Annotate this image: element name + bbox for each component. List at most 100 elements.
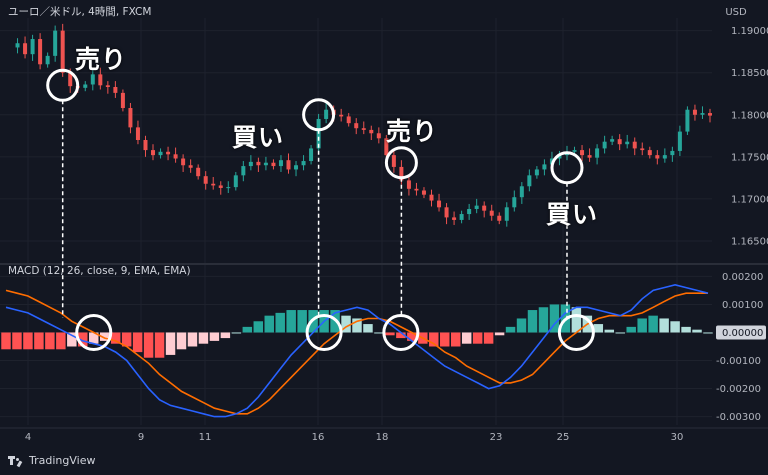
candle-body-up: [557, 155, 562, 159]
candle-body-up: [662, 155, 667, 159]
price-signal-circle: [302, 98, 336, 132]
candle-body-down: [203, 176, 208, 184]
macd-title: MACD (12, 26, close, 9, EMA, EMA): [8, 265, 191, 277]
macd-axis-tick: 0.00100: [722, 300, 763, 311]
macd-histogram-bar: [67, 332, 77, 347]
macd-histogram-bar: [648, 315, 658, 333]
candle-body-down: [173, 154, 178, 159]
macd-histogram-bar: [472, 332, 483, 344]
candle-body-up: [670, 150, 675, 156]
candle-body-down: [68, 72, 73, 87]
candle-body-down: [391, 155, 396, 167]
candle-body-down: [692, 109, 697, 115]
macd-histogram-bar: [198, 332, 209, 344]
candle-body-up: [324, 109, 329, 119]
macd-histogram-bar: [703, 332, 713, 334]
macd-histogram-bar: [143, 332, 154, 358]
price-signal-circle: [46, 68, 80, 102]
candle-body-down: [647, 150, 652, 156]
candle-body-up: [542, 164, 547, 170]
candle-body-down: [414, 188, 419, 191]
candle-body-down: [580, 150, 585, 156]
macd-histogram-bar: [429, 332, 439, 347]
candle-body-down: [444, 207, 449, 218]
macd-histogram-bar: [692, 329, 702, 333]
macd-histogram-bar: [45, 332, 55, 350]
macd-axis-tick: -0.00200: [716, 384, 761, 395]
macd-histogram-bar: [604, 329, 615, 333]
macd-current-value-badge: [716, 325, 766, 340]
candle-body-down: [617, 139, 622, 145]
macd-histogram-bar: [34, 332, 44, 350]
candle-body-down: [166, 151, 171, 155]
macd-histogram-bar: [626, 326, 636, 333]
buy-label-1: 買い: [232, 123, 285, 152]
candle-body-up: [572, 150, 577, 152]
macd-crossover-circle: [382, 313, 420, 351]
candle-body-up: [534, 169, 539, 176]
candle-body-up: [263, 162, 268, 166]
macd-axis-tick: -0.00100: [716, 356, 761, 367]
time-axis-tick: 18: [376, 432, 389, 443]
macd-histogram-bar: [461, 332, 472, 344]
candle-body-down: [271, 162, 276, 167]
candle-body-up: [602, 141, 607, 149]
macd-histogram-bar: [483, 332, 494, 344]
candle-body-up: [685, 109, 690, 132]
tradingview-logo-icon: [8, 455, 24, 468]
macd-histogram-bar: [297, 310, 307, 333]
candle-body-down: [361, 128, 366, 130]
brand-name: TradingView: [29, 454, 96, 467]
candle-body-down: [406, 180, 411, 189]
candle-body-down: [346, 116, 351, 124]
macd-histogram-bar: [659, 318, 669, 333]
candle-body-down: [339, 114, 344, 117]
price-signal-circle: [550, 151, 584, 185]
macd-histogram-bar: [615, 332, 625, 334]
candle-body-down: [218, 185, 223, 188]
candle-body-down: [369, 129, 374, 134]
candle-body-down: [188, 165, 193, 168]
candle-body-down: [286, 160, 291, 170]
time-axis-tick: 11: [199, 432, 212, 443]
macd-histogram-bar: [121, 332, 132, 347]
candle-body-up: [512, 197, 517, 208]
macd-crossover-circle: [305, 313, 343, 351]
candle-body-up: [527, 175, 532, 187]
price-axis-tick: 1.19000: [731, 26, 768, 37]
macd-axis-tick: 0.00200: [722, 272, 763, 283]
macd-histogram-bar: [1, 332, 11, 350]
candle-body-up: [83, 84, 88, 88]
macd-histogram-bar: [187, 332, 198, 347]
macd-histogram-bar: [494, 332, 505, 336]
macd-histogram-bar: [242, 326, 253, 333]
candle-body-up: [15, 43, 20, 48]
candle-body-up: [30, 39, 35, 55]
macd-histogram-bar: [12, 332, 22, 350]
macd-histogram-bar: [56, 332, 66, 350]
macd-histogram-bar: [264, 315, 274, 333]
macd-histogram-bar: [231, 332, 242, 334]
candle-body-down: [429, 194, 434, 201]
macd-histogram-bar: [681, 326, 691, 333]
candle-body-down: [23, 43, 28, 55]
time-axis-tick: 4: [25, 432, 31, 443]
candle-body-up: [625, 141, 630, 145]
price-axis-tick: 1.18000: [731, 110, 768, 121]
candle-body-up: [45, 55, 50, 65]
time-axis-tick: 30: [671, 432, 684, 443]
macd-histogram-bar: [593, 324, 604, 333]
macd-histogram-bar: [23, 332, 33, 350]
candle-body-down: [497, 215, 502, 221]
candle-body-down: [113, 86, 118, 93]
candle-body-up: [700, 113, 705, 115]
candle-body-down: [452, 217, 457, 220]
macd-histogram-bar: [363, 324, 373, 333]
time-axis-tick: 25: [557, 432, 570, 443]
macd-histogram-bar: [374, 332, 384, 334]
macd-histogram-bar: [275, 312, 285, 333]
time-axis-tick: 16: [312, 432, 325, 443]
macd-crossover-circle: [557, 313, 595, 351]
